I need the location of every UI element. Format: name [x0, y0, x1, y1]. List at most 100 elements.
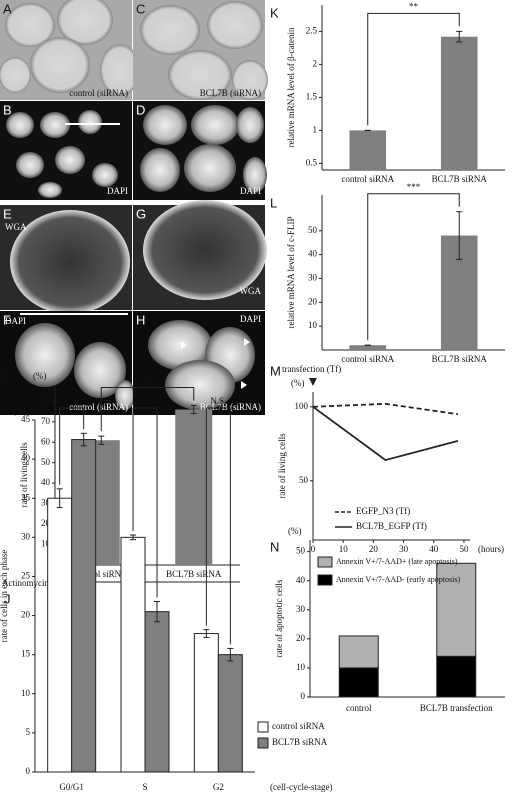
legend-swatch [257, 737, 269, 749]
y-tick-label: 0 [26, 766, 31, 776]
significance-label: * [145, 376, 150, 386]
y-tick-label: 20 [308, 296, 318, 306]
arrowhead [244, 338, 250, 346]
panel-caption: DAPI [107, 186, 128, 196]
legend-swatch [257, 721, 269, 733]
bar [349, 345, 387, 350]
panel-caption: BCL7B (siRNA) [200, 402, 261, 412]
y-tick-label: 50 [41, 457, 51, 467]
panel-caption: DAPI [240, 314, 261, 324]
cell [168, 50, 232, 100]
y-tick-label: 25 [21, 571, 31, 581]
legend-swatch [317, 556, 333, 568]
arrowhead [241, 381, 247, 389]
legend-label: Annexin V+/7-AAD- (early apoptosis) [336, 575, 460, 584]
x-tick-label: BCL7B transfection [420, 703, 493, 713]
cell [140, 5, 200, 55]
x-tick-label: BCL7B siRNA [432, 354, 488, 364]
y-tick-label: 80 [41, 395, 51, 405]
y-tick-label: 50 [296, 546, 306, 556]
x-tick-label: control siRNA [341, 174, 394, 184]
panel-caption: control (siRNA) [69, 88, 128, 98]
y-tick-label: 40 [21, 453, 31, 463]
x-tick-label: 50 [459, 544, 469, 554]
panel-caption: BCL7B (siRNA) [200, 88, 261, 98]
significance-bracket [367, 193, 460, 341]
x-tick-label: 40 [429, 544, 439, 554]
significance-bracket [367, 12, 460, 126]
y-axis-label: rate of apoptotic cells [274, 579, 284, 657]
cell [0, 57, 31, 93]
chart-title: transfection (Tf) [282, 364, 341, 374]
data-line [312, 402, 459, 416]
cell [140, 148, 180, 192]
cell [6, 112, 34, 138]
panel-caption: WGA [5, 222, 27, 232]
y-unit: (%) [291, 378, 305, 388]
y-tick-label: 40 [41, 477, 51, 487]
arrowhead [181, 341, 187, 349]
cell [148, 320, 212, 370]
x-tick-label: G2 [213, 782, 224, 792]
bar [349, 130, 387, 170]
data-line [312, 406, 459, 462]
y-tick-label: 40 [308, 249, 318, 259]
cell [143, 105, 187, 145]
y-tick-label: 30 [296, 604, 306, 614]
cell [10, 210, 130, 314]
y-tick-label: 45 [21, 414, 31, 424]
cell [74, 342, 126, 398]
cell [40, 112, 70, 138]
y-tick-label: 0.5 [306, 157, 318, 167]
cell [5, 3, 55, 47]
y-tick-label: 50 [299, 475, 309, 485]
bar [71, 439, 97, 773]
y-tick-label: 10 [308, 320, 318, 330]
panel-caption: DAPI [240, 186, 261, 196]
significance-label: * [69, 396, 74, 406]
panel-letter: K [270, 5, 279, 20]
panel-letter: E [3, 206, 12, 221]
y-tick-label: 50 [308, 225, 318, 235]
x-tick-label: 30 [399, 544, 409, 554]
x-tick-label: control siRNA [75, 569, 128, 579]
bar [120, 536, 146, 773]
significance-label: * [143, 396, 148, 406]
x-axis-label: (hours) [478, 544, 504, 554]
y-tick-label: 10 [296, 662, 306, 672]
y-tick-label: 2.5 [306, 25, 318, 35]
legend-swatch [317, 574, 333, 586]
significance-bracket [132, 407, 158, 598]
cell [57, 0, 113, 45]
significance-bracket [205, 407, 231, 645]
y-tick-label: 40 [296, 575, 306, 585]
cell [78, 110, 102, 134]
panel-letter: D [136, 102, 145, 117]
cell [232, 60, 268, 100]
y-unit: (%) [33, 371, 47, 381]
y-tick-label: 2 [313, 58, 318, 68]
y-axis-label: rate of living cells [277, 433, 287, 499]
significance-label: ** [409, 1, 419, 11]
cell [15, 323, 75, 387]
cell [191, 105, 239, 145]
treatment-label: ActinomycinD [2, 578, 56, 588]
panel-letter: B [3, 102, 12, 117]
bar-segment [436, 655, 477, 698]
y-axis-label: rate of cells in each phase [0, 550, 9, 643]
bar-segment [338, 667, 379, 698]
cell [184, 144, 236, 192]
cell [143, 200, 267, 300]
cell [100, 44, 140, 96]
transfection-marker [309, 378, 317, 386]
y-tick-label: 20 [296, 633, 306, 643]
panel-letter: I [4, 367, 8, 382]
bar [144, 611, 170, 773]
y-tick-label: 60 [41, 436, 51, 446]
cell [236, 107, 264, 143]
legend-label: Annexin V+/7-AAD+ (late apoptosis) [336, 557, 458, 566]
panel-letter: A [3, 1, 12, 16]
y-unit: (%) [288, 526, 302, 536]
panel-letter: N [270, 539, 279, 554]
